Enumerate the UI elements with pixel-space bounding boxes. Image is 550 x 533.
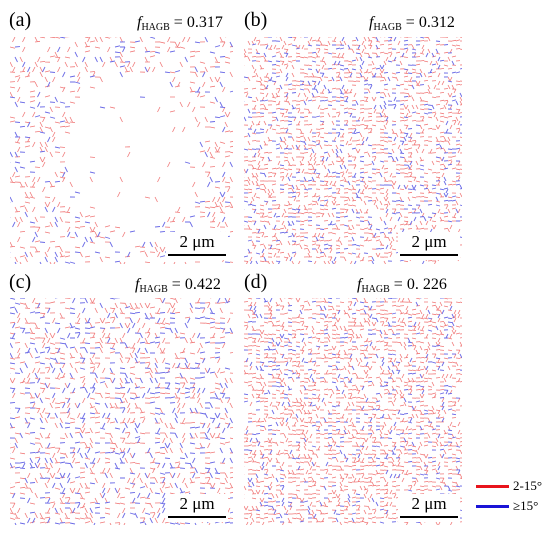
scale-bar-a: 2 μm [166,232,228,260]
panel-label-d: (d) [244,271,268,293]
legend: 2-15° ≥15° [476,478,548,518]
ebsd-map-d [244,298,462,525]
scale-bar-line-b [400,254,458,256]
panel-label-a: (a) [9,9,32,31]
scale-bar-c: 2 μm [166,494,228,522]
ebsd-map-b [244,37,462,264]
grain-boundary-texture [10,298,233,525]
hagb-fraction-b: fHAGB = 0.312 [369,14,455,33]
hagb-fraction-a: fHAGB = 0.317 [137,14,223,33]
legend-swatch-low-angle [476,485,509,488]
panel-label-b: (b) [244,9,268,31]
ebsd-map-a [10,37,233,264]
legend-item-high-angle: ≥15° [476,498,548,514]
panel-label-c: (c) [9,271,32,293]
scale-bar-line-c [168,516,226,518]
hagb-fraction-d: fHAGB = 0. 226 [357,276,447,295]
scale-bar-line-a [168,254,226,256]
hagb-fraction-c: fHAGB = 0.422 [135,276,221,295]
scale-bar-d: 2 μm [398,494,460,522]
grain-boundary-texture [244,37,462,264]
grain-boundary-texture [244,298,462,525]
legend-swatch-high-angle [476,505,509,508]
legend-item-low-angle: 2-15° [476,478,548,494]
scale-bar-line-d [400,516,458,518]
grain-boundary-texture [10,37,233,264]
ebsd-map-c [10,298,233,525]
scale-bar-b: 2 μm [398,232,460,260]
